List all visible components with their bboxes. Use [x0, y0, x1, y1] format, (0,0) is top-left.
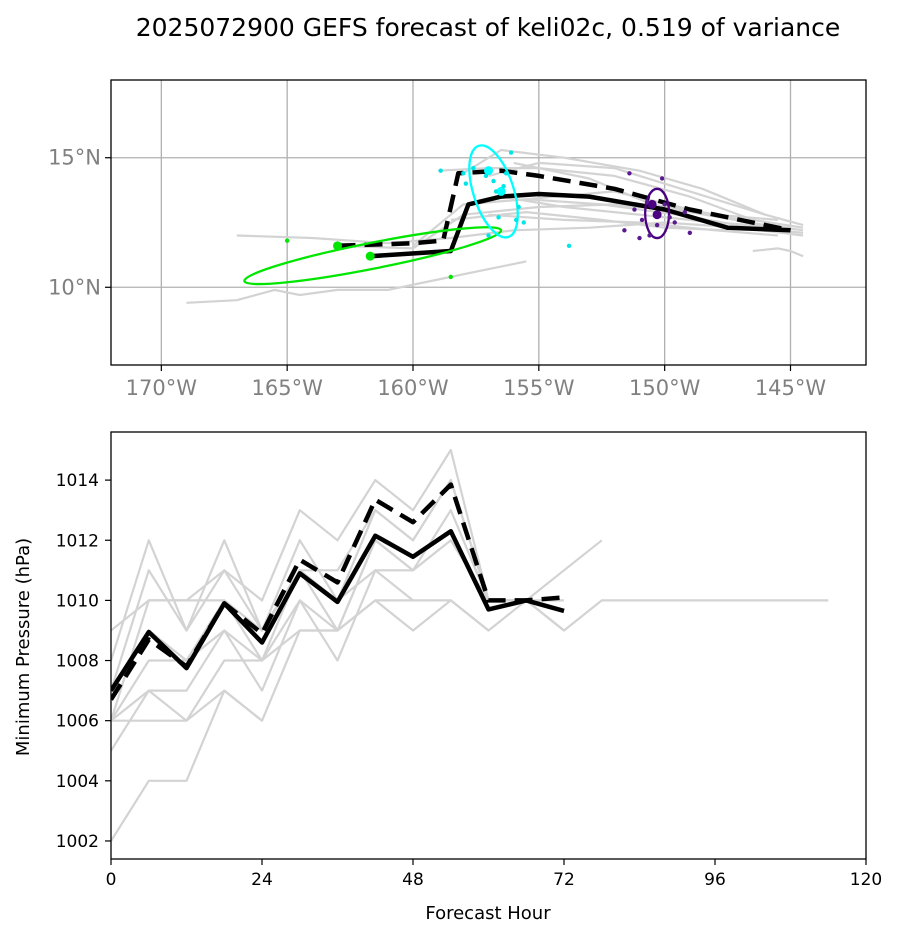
ensemble-tracks: [186, 148, 804, 304]
pressure-panel: 0 24 48 72 96 120 1002 1004 1006 1008 1010 1012 1014…: [13, 431, 882, 924]
position-dot-mid: [471, 165, 476, 171]
position-dot-late: [647, 233, 652, 238]
position-dot-mid: [516, 204, 521, 210]
position-dot-mid: [513, 217, 519, 223]
position-dot-mid: [503, 171, 509, 176]
map-y-tick-label: 15°N: [48, 146, 101, 170]
position-dot-mid: [496, 215, 501, 220]
pressure-x-tick-label: 72: [553, 870, 575, 890]
pressure-mean-dashed-line: [111, 482, 565, 701]
pressure-y-tick-label: 1012: [56, 531, 99, 551]
ensemble-track-line: [752, 247, 804, 258]
pressure-y-tick-label: 1014: [56, 471, 99, 491]
pressure-y-tick-label: 1010: [56, 591, 99, 611]
ensemble-track-line: [450, 211, 728, 232]
position-dot-late: [662, 202, 667, 207]
map-y-tick-label: 10°N: [48, 275, 101, 299]
position-dot-late: [682, 209, 687, 215]
position-dot-early: [448, 274, 453, 280]
position-dot-late: [654, 222, 660, 228]
map-x-tick-label: 170°W: [126, 376, 198, 400]
y-axis-label: Minimum Pressure (hPa): [13, 538, 34, 756]
position-dot-late: [632, 207, 637, 212]
uncertainty-ellipse: [468, 144, 519, 239]
mean-track-solid-line: [370, 191, 791, 259]
uncertainty-ellipse: [644, 187, 671, 240]
ellipse-center-dot: [652, 210, 662, 220]
ensemble-track-line: [500, 195, 791, 229]
position-dot-early: [284, 238, 290, 243]
pressure-y-tick-label: 1002: [56, 832, 99, 852]
ellipse-center-dot: [333, 241, 342, 251]
pressure-ensemble-line: [111, 479, 490, 661]
pressure-y-tick-label: 1008: [56, 652, 99, 672]
position-dot-mid: [463, 181, 469, 186]
ensemble-track-line: [488, 213, 778, 237]
position-dot-mid: [486, 233, 491, 238]
position-dot-late: [622, 228, 627, 233]
pressure-x-tick-label: 48: [402, 870, 424, 890]
figure-title: 2025072900 GEFS forecast of keli02c, 0.5…: [136, 13, 841, 42]
position-dot-late: [639, 217, 645, 223]
position-dot-late: [667, 215, 672, 220]
position-dot-late: [687, 230, 693, 236]
x-axis-label: Forecast Hour: [425, 903, 551, 924]
pressure-ensemble-line: [111, 569, 414, 722]
pressure-ensemble-line: [111, 599, 490, 722]
position-dot-late: [672, 220, 677, 225]
ensemble-track-line: [488, 161, 766, 216]
map-panel: 170°W 165°W 160°W 155°W 150°W 145°W 10°N 15°N: [48, 79, 867, 400]
pressure-ensemble-lines: [111, 448, 829, 842]
pressure-x-tick-label: 0: [106, 870, 117, 890]
ellipse-center-dot: [484, 166, 493, 176]
map-x-tick-label: 150°W: [629, 376, 701, 400]
ellipse-center-dot: [496, 186, 506, 196]
ensemble-positions: [284, 150, 693, 280]
position-dot-late: [637, 235, 642, 241]
position-dot-mid: [491, 178, 496, 184]
map-x-tick-label: 160°W: [377, 376, 449, 400]
position-dot-late: [644, 199, 650, 204]
pressure-ensemble-line: [111, 479, 829, 722]
ensemble-track-line: [186, 260, 527, 304]
position-dot-mid: [566, 243, 572, 249]
mean-tracks: [337, 168, 791, 259]
uncertainty-ellipse: [243, 226, 503, 286]
pressure-x-tick-label: 24: [251, 870, 273, 890]
map-y-ticks: 10°N 15°N: [48, 146, 111, 299]
map-x-ticks: 170°W 165°W 160°W 155°W 150°W 145°W: [126, 365, 827, 400]
position-dot-late: [627, 171, 632, 176]
uncertainty-ellipses: [243, 144, 671, 286]
pressure-ensemble-line: [111, 509, 527, 691]
position-dot-mid: [501, 184, 506, 189]
map-frame: [110, 79, 867, 366]
map-x-tick-label: 145°W: [755, 376, 827, 400]
pressure-frame: [110, 431, 867, 860]
position-dot-mid: [521, 220, 526, 225]
pressure-y-tick-label: 1004: [56, 772, 99, 792]
pressure-ensemble-line: [111, 539, 564, 692]
position-dot-mid: [438, 168, 443, 173]
pressure-ensemble-line: [111, 689, 263, 842]
position-dot-late: [659, 176, 665, 181]
ellipse-center-dot: [647, 199, 657, 209]
position-dot-mid: [508, 150, 514, 155]
position-dot-mid: [483, 173, 489, 179]
pressure-ensemble-line: [111, 599, 565, 752]
pressure-x-tick-label: 96: [704, 870, 726, 890]
mean-track-dashed-line: [337, 168, 791, 249]
ellipse-center-dot: [365, 251, 375, 261]
pressure-x-tick-label: 120: [850, 870, 882, 890]
map-x-tick-label: 155°W: [503, 376, 575, 400]
position-dot-mid: [461, 171, 466, 176]
pressure-mean-lines: [111, 482, 565, 701]
pressure-y-tick-label: 1006: [56, 712, 99, 732]
map-x-tick-label: 165°W: [251, 376, 323, 400]
pressure-ticks: 0 24 48 72 96 120 1002 1004 1006 1008 1010 1012 1014: [56, 471, 882, 890]
position-dot-mid: [493, 189, 499, 194]
